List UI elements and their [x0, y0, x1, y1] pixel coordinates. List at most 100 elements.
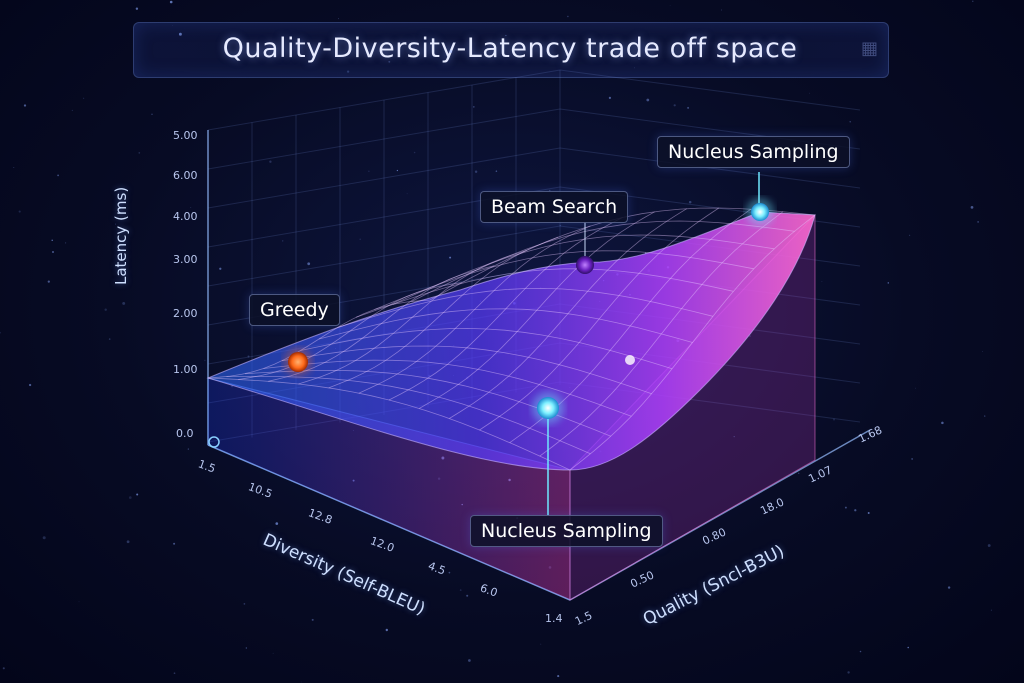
star [634, 67, 635, 69]
star [2, 667, 5, 670]
star [669, 4, 671, 6]
mesh-line [392, 234, 775, 305]
star [749, 335, 751, 337]
star [245, 647, 247, 649]
star [173, 672, 176, 675]
mesh-line [328, 236, 559, 389]
origin-marker [208, 436, 220, 448]
mesh-line [569, 214, 816, 471]
star [909, 234, 911, 236]
star [178, 32, 182, 36]
surface-highlight [625, 355, 635, 365]
label-nucleus-bottom: Nucleus Sampling [470, 515, 663, 547]
star [23, 104, 27, 107]
star [608, 96, 612, 100]
star [406, 193, 408, 195]
star [243, 603, 246, 605]
star [941, 421, 944, 425]
star [388, 60, 391, 63]
star [688, 200, 692, 204]
star [78, 601, 80, 603]
star [557, 675, 560, 678]
star [272, 652, 274, 654]
mesh-line [226, 376, 591, 455]
grid-line [207, 147, 561, 209]
marker-greedy[interactable] [284, 348, 312, 376]
star [247, 355, 250, 358]
mesh-line [318, 308, 693, 343]
star [114, 223, 116, 225]
grid-line [559, 69, 861, 111]
star [887, 282, 890, 284]
star [468, 659, 471, 662]
star [495, 170, 498, 172]
star [977, 221, 979, 223]
star [311, 618, 314, 621]
star [849, 121, 851, 123]
star [984, 415, 986, 417]
chart-title: Quality-Diversity-Latency trade off spac… [222, 33, 798, 64]
star [47, 280, 50, 283]
z-tick: 2.00 [173, 307, 198, 320]
star [187, 448, 189, 450]
star [346, 70, 350, 73]
star [987, 544, 991, 547]
marker-beam-search[interactable] [576, 222, 594, 274]
star [0, 331, 1, 334]
label-nucleus-top: Nucleus Sampling [657, 136, 850, 168]
star [567, 15, 569, 18]
star [854, 509, 857, 512]
star [990, 609, 992, 611]
star [982, 351, 983, 352]
star [687, 106, 690, 109]
star [911, 458, 913, 460]
z-tick: 5.00 [173, 129, 198, 142]
star [915, 387, 916, 389]
marker-nucleus-bottom[interactable] [532, 392, 564, 515]
star [57, 174, 59, 177]
star [672, 51, 675, 54]
star [204, 359, 206, 362]
star [71, 109, 73, 111]
mesh-line [411, 220, 795, 302]
label-beam-search: Beam Search [480, 191, 629, 223]
star [548, 189, 551, 192]
star [505, 34, 507, 37]
star [135, 7, 139, 10]
star [128, 496, 132, 499]
mesh-line [388, 217, 623, 401]
z-tick: 4.00 [173, 210, 198, 223]
mesh-line [298, 250, 527, 385]
star [172, 25, 174, 26]
star [638, 58, 640, 60]
star [169, 0, 173, 4]
star [947, 586, 951, 589]
star [301, 681, 302, 683]
star [413, 151, 416, 154]
star [104, 308, 107, 311]
mesh-line [358, 225, 591, 394]
star [42, 536, 46, 540]
star [83, 97, 85, 99]
star [65, 242, 67, 244]
star [368, 170, 370, 172]
star [472, 106, 475, 108]
z-tick: 3.00 [173, 253, 198, 266]
marker-nucleus-top[interactable] [746, 172, 774, 226]
star [108, 338, 111, 340]
star [173, 542, 176, 545]
star [821, 281, 823, 282]
star [51, 239, 53, 242]
star [720, 9, 722, 11]
star [396, 169, 399, 172]
mesh-line [207, 299, 431, 379]
mesh-line [281, 345, 652, 395]
title-panel [133, 22, 889, 78]
latency-axis-title: Latency (ms) [112, 186, 130, 285]
star [190, 207, 192, 209]
grid-decoration-icon: ▦ [860, 38, 878, 59]
latency-surface [206, 211, 816, 471]
mesh-line [337, 287, 713, 328]
star [307, 262, 311, 266]
star [449, 256, 452, 259]
